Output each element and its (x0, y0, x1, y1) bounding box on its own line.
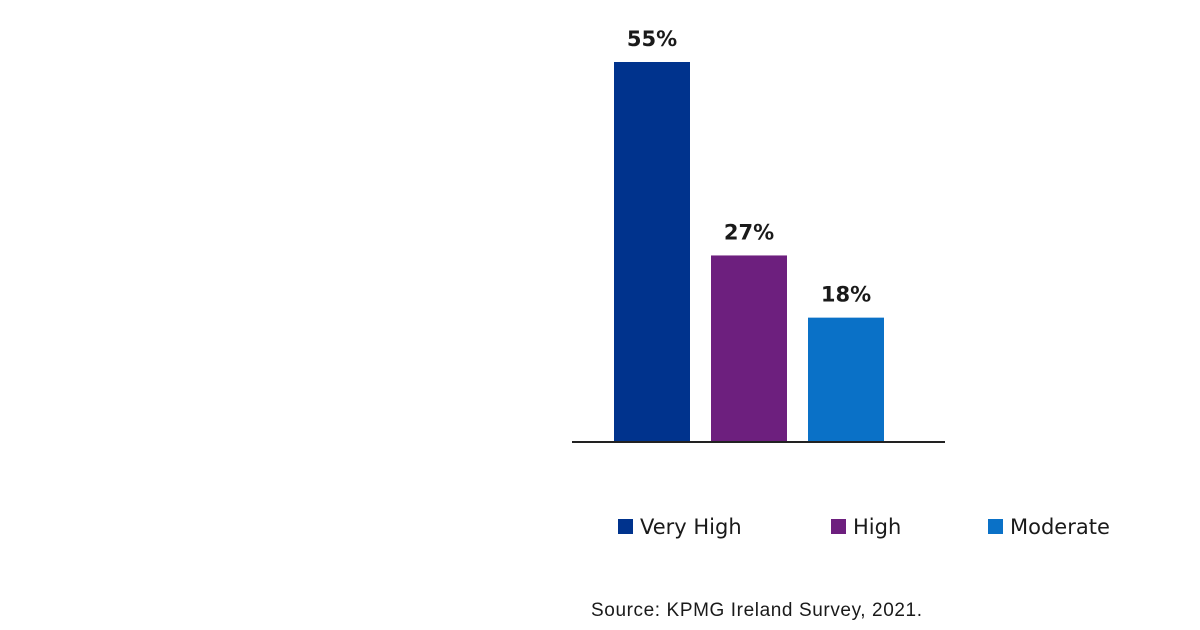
bars (614, 62, 884, 442)
bar-very-high (614, 62, 690, 442)
data-label-moderate: 18% (821, 283, 871, 307)
bar-moderate (808, 317, 884, 442)
legend-label-high: High (853, 515, 901, 539)
source-note: Source: KPMG Ireland Survey, 2021. (591, 600, 923, 621)
data-labels: 55% 27% 18% (627, 27, 871, 307)
data-label-high: 27% (724, 220, 774, 244)
legend: Very High High Moderate (618, 515, 1110, 539)
legend-swatch-moderate (988, 519, 1003, 534)
legend-label-moderate: Moderate (1010, 515, 1110, 539)
legend-swatch-very-high (618, 519, 633, 534)
legend-swatch-high (831, 519, 846, 534)
legend-label-very-high: Very High (640, 515, 742, 539)
bar-high (711, 255, 787, 442)
data-label-very-high: 55% (627, 27, 677, 51)
